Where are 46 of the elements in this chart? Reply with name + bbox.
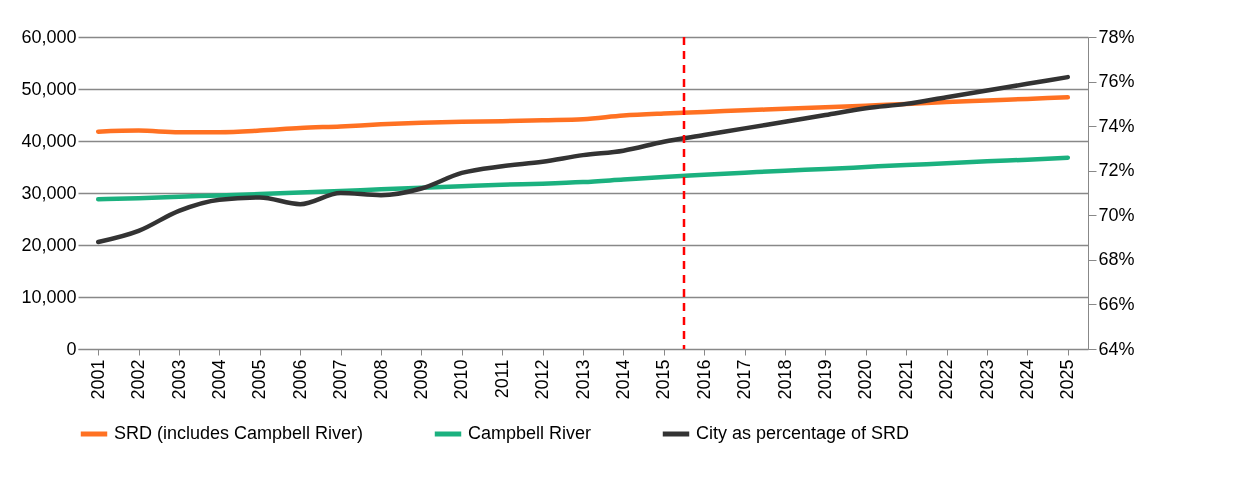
y-tick-label: 40,000 (21, 130, 77, 151)
x-tick-label: 2007 (330, 359, 351, 400)
x-tick-label: 2016 (693, 359, 714, 400)
x-tick-label: 2014 (612, 359, 633, 400)
x-tick-label: 2024 (1016, 359, 1037, 400)
y-tick-label: 10,000 (21, 286, 77, 307)
x-tick-label: 2023 (976, 359, 997, 400)
x-tick-label: 2008 (370, 359, 391, 400)
x-tick-label: 2011 (491, 359, 512, 399)
x-tick-label: 2021 (895, 359, 916, 400)
y-tick-label: 20,000 (21, 234, 77, 255)
line-series (95, 95, 1071, 135)
x-tick-label: 2005 (249, 359, 270, 400)
line-series (95, 155, 1071, 202)
y2-tick-label: 70% (1098, 204, 1135, 225)
y-tick-label: 0 (66, 338, 77, 359)
legend-label: SRD (includes Campbell River) (114, 423, 364, 443)
y-tick-label: 30,000 (21, 182, 77, 203)
y2-tick-label: 66% (1098, 293, 1135, 314)
x-tick-label: 2022 (936, 359, 957, 400)
x-tick-label: 2001 (87, 359, 108, 400)
x-tick-label: 2015 (653, 359, 674, 400)
y-tick-label: 60,000 (21, 26, 77, 47)
x-tick-label: 2017 (734, 359, 755, 400)
y2-tick-label: 68% (1098, 249, 1135, 270)
y2-tick-label: 64% (1098, 338, 1135, 359)
y2-tick-label: 72% (1098, 160, 1135, 181)
x-tick-label: 2003 (168, 359, 189, 400)
x-tick-label: 2020 (855, 359, 876, 400)
legend-label: City as percentage of SRD (696, 423, 910, 443)
x-tick-label: 2004 (208, 359, 229, 400)
x-tick-label: 2018 (774, 359, 795, 400)
x-tick-label: 2013 (572, 359, 593, 400)
x-tick-label: 2006 (289, 359, 310, 400)
y2-tick-label: 76% (1098, 71, 1135, 92)
x-tick-label: 2025 (1057, 359, 1078, 400)
line-series (95, 74, 1071, 245)
x-tick-label: 2002 (128, 359, 149, 400)
legend-label: Campbell River (468, 423, 592, 443)
x-tick-label: 2009 (410, 359, 431, 400)
x-tick-label: 2010 (451, 359, 472, 400)
y2-tick-label: 78% (1098, 26, 1135, 47)
y-tick-label: 50,000 (21, 78, 77, 99)
y2-tick-label: 74% (1098, 115, 1135, 136)
x-tick-label: 2019 (814, 359, 835, 400)
x-tick-label: 2012 (532, 359, 553, 400)
